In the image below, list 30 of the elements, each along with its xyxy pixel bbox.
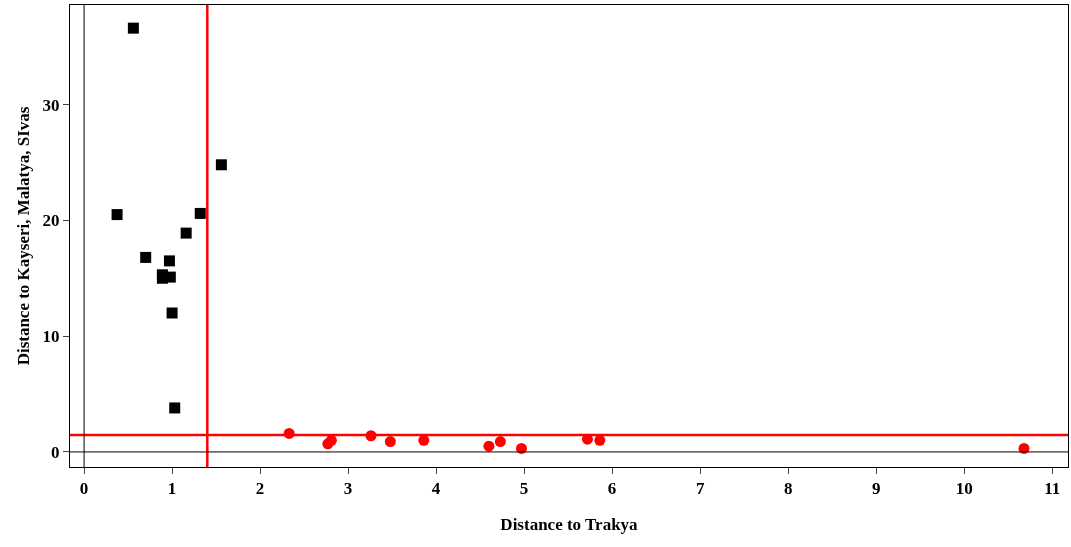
y-tick-label: 10 xyxy=(42,327,60,347)
point xyxy=(483,440,495,452)
y-tick-label: 20 xyxy=(42,211,60,231)
x-tick-label: 2 xyxy=(255,479,265,499)
x-tick-label: 9 xyxy=(871,479,881,499)
x-tick-label: 1 xyxy=(167,479,177,499)
x-tick-label: 4 xyxy=(431,479,441,499)
point xyxy=(140,251,152,263)
x-tick-label: 8 xyxy=(783,479,793,499)
x-tick-label: 10 xyxy=(955,479,973,499)
x-tick-label: 3 xyxy=(343,479,353,499)
x-tick-label: 0 xyxy=(79,479,89,499)
y-tick-label: 0 xyxy=(51,442,60,462)
point xyxy=(180,227,192,239)
point xyxy=(111,209,123,221)
point xyxy=(127,22,139,34)
y-axis-title: Distance to Kayseri, Malatya, SIvas xyxy=(14,106,34,366)
point xyxy=(163,255,175,267)
y-tick-label: 30 xyxy=(42,95,60,115)
point xyxy=(166,307,178,319)
x-tick-label: 6 xyxy=(607,479,617,499)
point xyxy=(494,436,506,448)
point xyxy=(384,436,396,448)
x-axis-title: Distance to Trakya xyxy=(500,514,639,534)
x-tick-label: 7 xyxy=(695,479,705,499)
x-tick-label: 5 xyxy=(519,479,529,499)
x-tick-label: 11 xyxy=(1044,479,1061,499)
point xyxy=(169,402,181,414)
point xyxy=(194,207,206,219)
point xyxy=(215,159,227,171)
